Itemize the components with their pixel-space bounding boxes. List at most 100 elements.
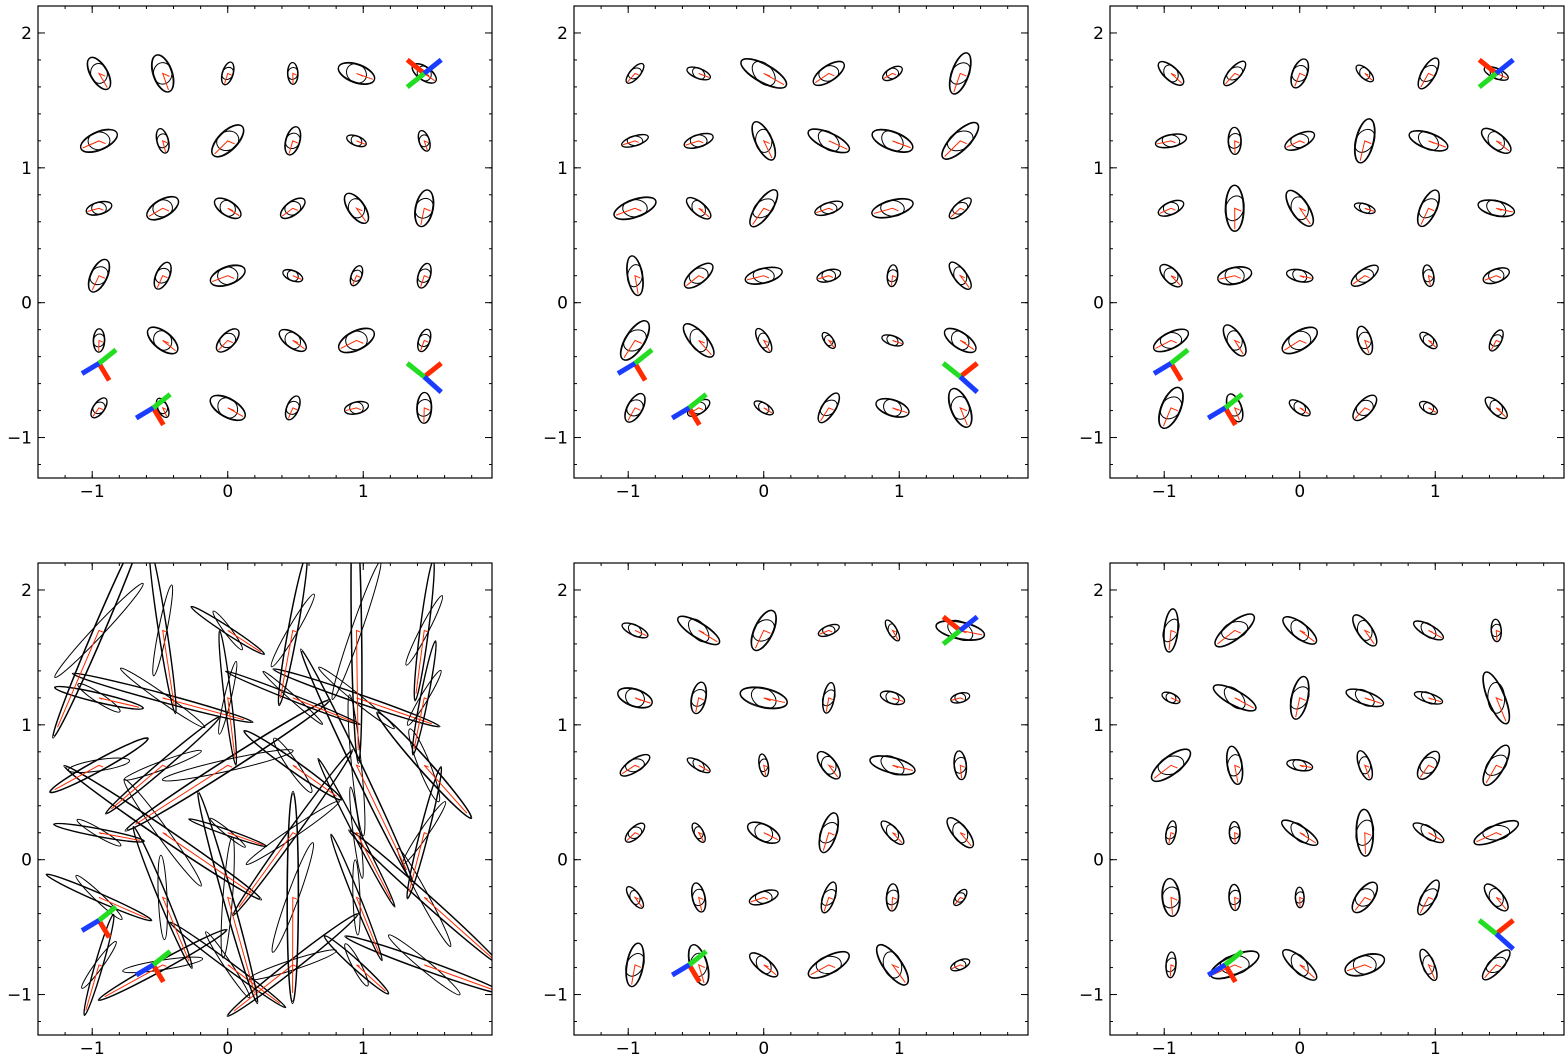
tensor-glyph bbox=[416, 262, 432, 289]
glyph-ellipse bbox=[688, 267, 709, 284]
principal-axis-line bbox=[54, 764, 104, 791]
glyph-ellipse bbox=[244, 730, 342, 800]
principal-axis-line bbox=[110, 764, 166, 810]
x-tick-label: 1 bbox=[358, 1039, 369, 1059]
x-tick-label: −1 bbox=[616, 482, 641, 502]
principal-axis-line bbox=[1495, 696, 1507, 722]
triad-axis bbox=[80, 918, 101, 933]
glyph-ellipse bbox=[1226, 754, 1243, 777]
glyph-ellipse bbox=[219, 199, 236, 217]
tensor-glyph bbox=[53, 818, 145, 847]
glyph-ellipse bbox=[89, 266, 109, 286]
principal-axis-line bbox=[161, 139, 168, 153]
glyph-ellipse bbox=[350, 135, 363, 147]
glyph-ellipse bbox=[751, 121, 776, 161]
principal-axis-line bbox=[1233, 339, 1244, 355]
glyph-ellipse bbox=[1357, 331, 1372, 350]
principal-axis-line bbox=[288, 140, 299, 154]
glyph-ellipse bbox=[87, 131, 111, 151]
glyph-ellipse bbox=[91, 201, 107, 215]
tensor-glyph bbox=[1353, 118, 1376, 164]
principal-axis-line bbox=[98, 832, 140, 841]
principal-axis-line bbox=[1159, 207, 1176, 214]
glyph-ellipse bbox=[338, 62, 375, 85]
tensor-glyph bbox=[947, 387, 973, 428]
triad-axis bbox=[687, 392, 708, 410]
glyph-ellipse bbox=[1355, 399, 1374, 416]
glyph-ellipse bbox=[1412, 822, 1445, 843]
tensor-glyph bbox=[1344, 953, 1386, 977]
tensor-glyph bbox=[886, 264, 899, 288]
principal-axis-line bbox=[408, 832, 428, 893]
glyph-ellipse bbox=[821, 881, 837, 914]
principal-axis-line bbox=[958, 274, 970, 288]
tensor-glyph bbox=[613, 196, 657, 221]
tensor-glyph bbox=[1412, 822, 1445, 844]
tensor-glyph bbox=[278, 328, 307, 353]
glyph-ellipse bbox=[90, 63, 108, 84]
triad-axis bbox=[670, 962, 691, 978]
principal-axis-line bbox=[423, 764, 468, 814]
tensor-glyph bbox=[739, 686, 788, 710]
glyph-ellipse bbox=[819, 821, 839, 844]
tensor-glyph bbox=[875, 397, 910, 418]
glyph-ellipse bbox=[347, 694, 366, 837]
glyph-ellipse bbox=[875, 398, 910, 418]
glyph-ellipse bbox=[1352, 882, 1378, 913]
glyph-ellipse bbox=[331, 563, 382, 701]
glyph-ellipse bbox=[1284, 131, 1315, 151]
tensor-glyph bbox=[816, 750, 841, 780]
tensor-glyph bbox=[270, 563, 315, 707]
principal-axis-line bbox=[1420, 207, 1435, 225]
triad-axis bbox=[1494, 57, 1515, 76]
glyph-ellipse bbox=[1484, 883, 1509, 912]
tensor-glyph bbox=[1482, 744, 1511, 787]
principal-axis-line bbox=[763, 697, 786, 704]
principal-axis-line bbox=[57, 629, 104, 728]
tensor-glyph bbox=[881, 334, 904, 347]
orientation-triad-icon bbox=[670, 392, 708, 427]
tensor-glyph bbox=[625, 942, 645, 988]
triad-axis bbox=[405, 361, 426, 379]
principal-axis-line bbox=[352, 275, 361, 285]
y-tick-label: −1 bbox=[7, 986, 32, 1006]
tensor-glyph bbox=[343, 400, 370, 416]
tensor-glyph bbox=[190, 605, 265, 656]
glyph-ellipse bbox=[1352, 614, 1377, 647]
principal-axis-line bbox=[1485, 764, 1503, 784]
tensor-glyph bbox=[87, 258, 111, 293]
glyph-ellipse bbox=[1217, 266, 1252, 285]
glyph-ellipse bbox=[1294, 891, 1305, 904]
glyph-ellipse bbox=[209, 395, 246, 421]
glyph-ellipse bbox=[1292, 759, 1307, 772]
glyph-ellipse bbox=[1293, 401, 1306, 415]
principal-axis-line bbox=[1234, 140, 1240, 154]
glyph-ellipse bbox=[119, 667, 206, 729]
glyph-ellipse bbox=[1157, 755, 1185, 776]
tensor-glyph bbox=[282, 268, 304, 283]
principal-axis-line bbox=[1427, 274, 1433, 286]
tensor-glyph bbox=[300, 648, 413, 883]
principal-axis-line bbox=[227, 697, 236, 759]
glyph-ellipse bbox=[416, 398, 433, 417]
glyph-ellipse bbox=[1422, 955, 1435, 975]
y-tick-label: 0 bbox=[21, 294, 32, 314]
principal-axis-line bbox=[1168, 629, 1177, 651]
tensor-glyph bbox=[1419, 948, 1438, 982]
principal-axis-line bbox=[951, 697, 964, 701]
glyph-ellipse bbox=[689, 134, 708, 148]
orientation-triad-icon bbox=[1206, 949, 1244, 984]
triad-axis bbox=[687, 406, 702, 427]
glyph-ellipse bbox=[197, 792, 258, 1003]
tensor-glyph bbox=[220, 61, 235, 86]
principal-axis-line bbox=[762, 339, 771, 352]
glyph-ellipse bbox=[744, 267, 783, 285]
principal-axis-line bbox=[754, 629, 771, 649]
glyph-ellipse bbox=[1281, 327, 1318, 354]
orientation-triad-icon bbox=[1152, 347, 1190, 382]
tensor-glyph bbox=[946, 817, 975, 849]
principal-axis-line bbox=[822, 832, 835, 851]
principal-axis-line bbox=[686, 275, 705, 287]
tensor-glyph bbox=[950, 692, 971, 704]
glyph-ellipse bbox=[1354, 118, 1375, 164]
